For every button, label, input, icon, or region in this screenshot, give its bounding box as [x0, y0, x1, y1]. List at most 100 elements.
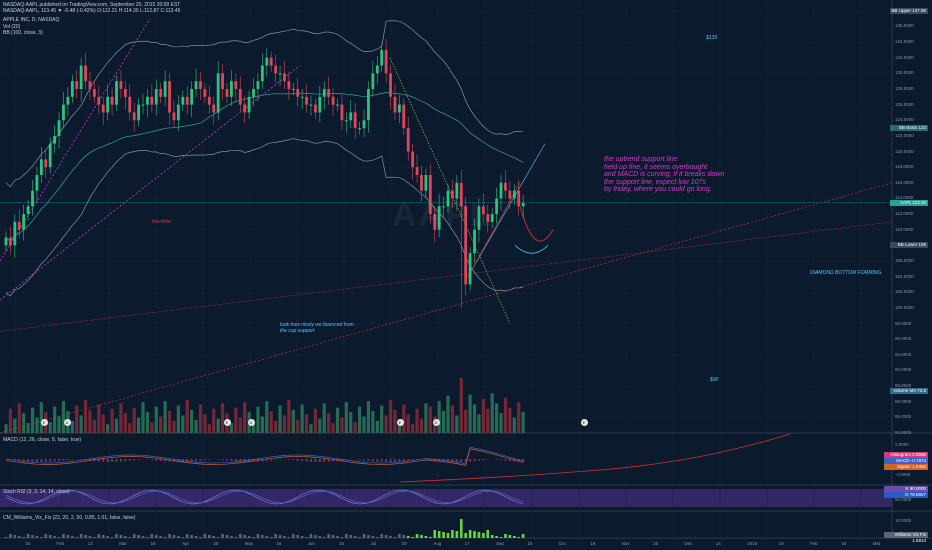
vix-fix-bar [115, 534, 118, 538]
vix-fix-bar [336, 536, 339, 538]
panel-axis-label: -4.0000 [895, 472, 911, 477]
time-axis-label: 2016 [747, 541, 758, 546]
price-axis-label: 116.0000 [895, 179, 914, 185]
price-tag: AAPL 113.45 [890, 199, 928, 206]
vix-fix-bar [79, 534, 83, 538]
volume-bar [335, 407, 340, 433]
candle-body [406, 128, 410, 152]
macd-panel-title[interactable]: MACD (12, 26, close, 9, false, true) [3, 437, 82, 443]
volume-bar [340, 417, 344, 433]
macd-histogram-bar [473, 459, 476, 462]
stoch-d-line [5, 490, 524, 504]
candle-body [247, 96, 251, 113]
candle-body [17, 221, 21, 230]
macd-histogram-bar [469, 459, 472, 462]
macd-histogram-bar [402, 459, 405, 462]
indicator-bb-label[interactable]: BB (100, close, 3) [3, 30, 43, 36]
candle-body [402, 104, 406, 129]
volume-bar [75, 405, 79, 433]
vix-fix-bar [318, 536, 322, 538]
macd-histogram-bar [159, 459, 162, 461]
candle-body [468, 253, 472, 285]
vix-fix-bar [398, 534, 401, 538]
macd-histogram-bar [500, 459, 503, 461]
candle-body [318, 96, 322, 113]
candle-body [79, 65, 83, 89]
time-axis-label: 17 [464, 541, 470, 546]
vix-fix-bar [216, 537, 220, 538]
vix-fix-bar [57, 537, 61, 538]
volume-bar [216, 418, 220, 433]
indicator-vol-label[interactable]: Vol (20) [3, 24, 21, 30]
main-annotation: the uptrend support line held up fine, i… [604, 156, 725, 193]
volume-bar [402, 404, 406, 433]
price-axis-label: 92.0000 [895, 367, 912, 373]
chart-title: APPLE INC, D, NASDAQ [3, 17, 60, 23]
vix-fix-bar [256, 534, 260, 538]
vix-fix-bar [13, 535, 17, 538]
vix-fix-bar [48, 535, 52, 538]
macd-histogram-bar [93, 459, 96, 462]
macd-histogram-bar [323, 459, 326, 462]
volume-bar [159, 416, 163, 433]
vix-fix-bar [66, 535, 70, 538]
time-axis-label: Dec [684, 541, 693, 546]
volume-bar [481, 398, 485, 433]
price-axis-label: 130.0000 [895, 70, 914, 76]
volume-bar [300, 404, 304, 433]
time-axis-label: May [244, 541, 254, 546]
candle-body [481, 206, 485, 215]
price-axis-label: 124.0000 [895, 117, 914, 123]
macd-histogram-bar [217, 459, 220, 460]
macd-histogram-bar [477, 459, 480, 461]
vix-fix-bar [455, 531, 459, 538]
volume-bar [101, 414, 105, 433]
vix-fix-bar [327, 534, 330, 538]
candle-body [44, 159, 48, 168]
candle-body [437, 206, 441, 230]
indicator-tag: Histogram 0.8588 [884, 452, 928, 458]
stoch-panel-title[interactable]: Stoch RSI (3, 3, 14, 14, close) [3, 489, 70, 495]
vix-fix-bar [349, 535, 353, 538]
macd-histogram-bar [66, 459, 69, 461]
candle-body [199, 81, 202, 89]
vix-fix-bar [437, 531, 441, 538]
volume-bar [331, 423, 335, 433]
candle-body [13, 221, 17, 246]
vix-fix-bar [292, 534, 295, 538]
event-mark[interactable]: E [396, 419, 404, 426]
cm-panel-title[interactable]: CM_Williams_Vix_Fix (22, 20, 2, 50, 0.85… [3, 515, 136, 521]
volume-bar [185, 400, 189, 433]
vix-fix-bar [424, 536, 428, 538]
volume-bar [274, 420, 278, 433]
volume-bar [490, 393, 494, 433]
published-line: NASDAQ:AAPL published on TradingView.com… [3, 2, 181, 8]
event-mark[interactable]: D [432, 419, 440, 426]
time-axis-label: 15 [25, 541, 31, 546]
event-mark[interactable]: D [63, 419, 71, 426]
vix-fix-bar [314, 535, 317, 538]
macd-histogram-bar [22, 459, 25, 462]
price-axis-label: 98.0000 [895, 320, 912, 326]
volume-bar [304, 414, 309, 433]
vix-fix-bar [274, 534, 277, 538]
vix-fix-bar [4, 537, 8, 538]
event-mark[interactable]: E [40, 419, 48, 426]
macd-histogram-bar [287, 459, 290, 460]
event-mark[interactable]: E [580, 419, 588, 426]
candle-body [442, 206, 445, 208]
event-mark[interactable]: E [223, 419, 231, 426]
volume-bar [190, 409, 194, 433]
vix-fix-bar [300, 536, 304, 538]
volume-bar [13, 418, 17, 433]
volume-bar [353, 422, 357, 433]
candle-body [380, 49, 384, 66]
vix-fix-bar [119, 535, 123, 538]
vix-fix-bar [309, 534, 313, 538]
macd-histogram-bar [177, 459, 180, 462]
panel-axis-label: 50.0000 [895, 497, 912, 502]
event-mark[interactable]: D [247, 419, 255, 426]
candle-body [305, 96, 308, 105]
